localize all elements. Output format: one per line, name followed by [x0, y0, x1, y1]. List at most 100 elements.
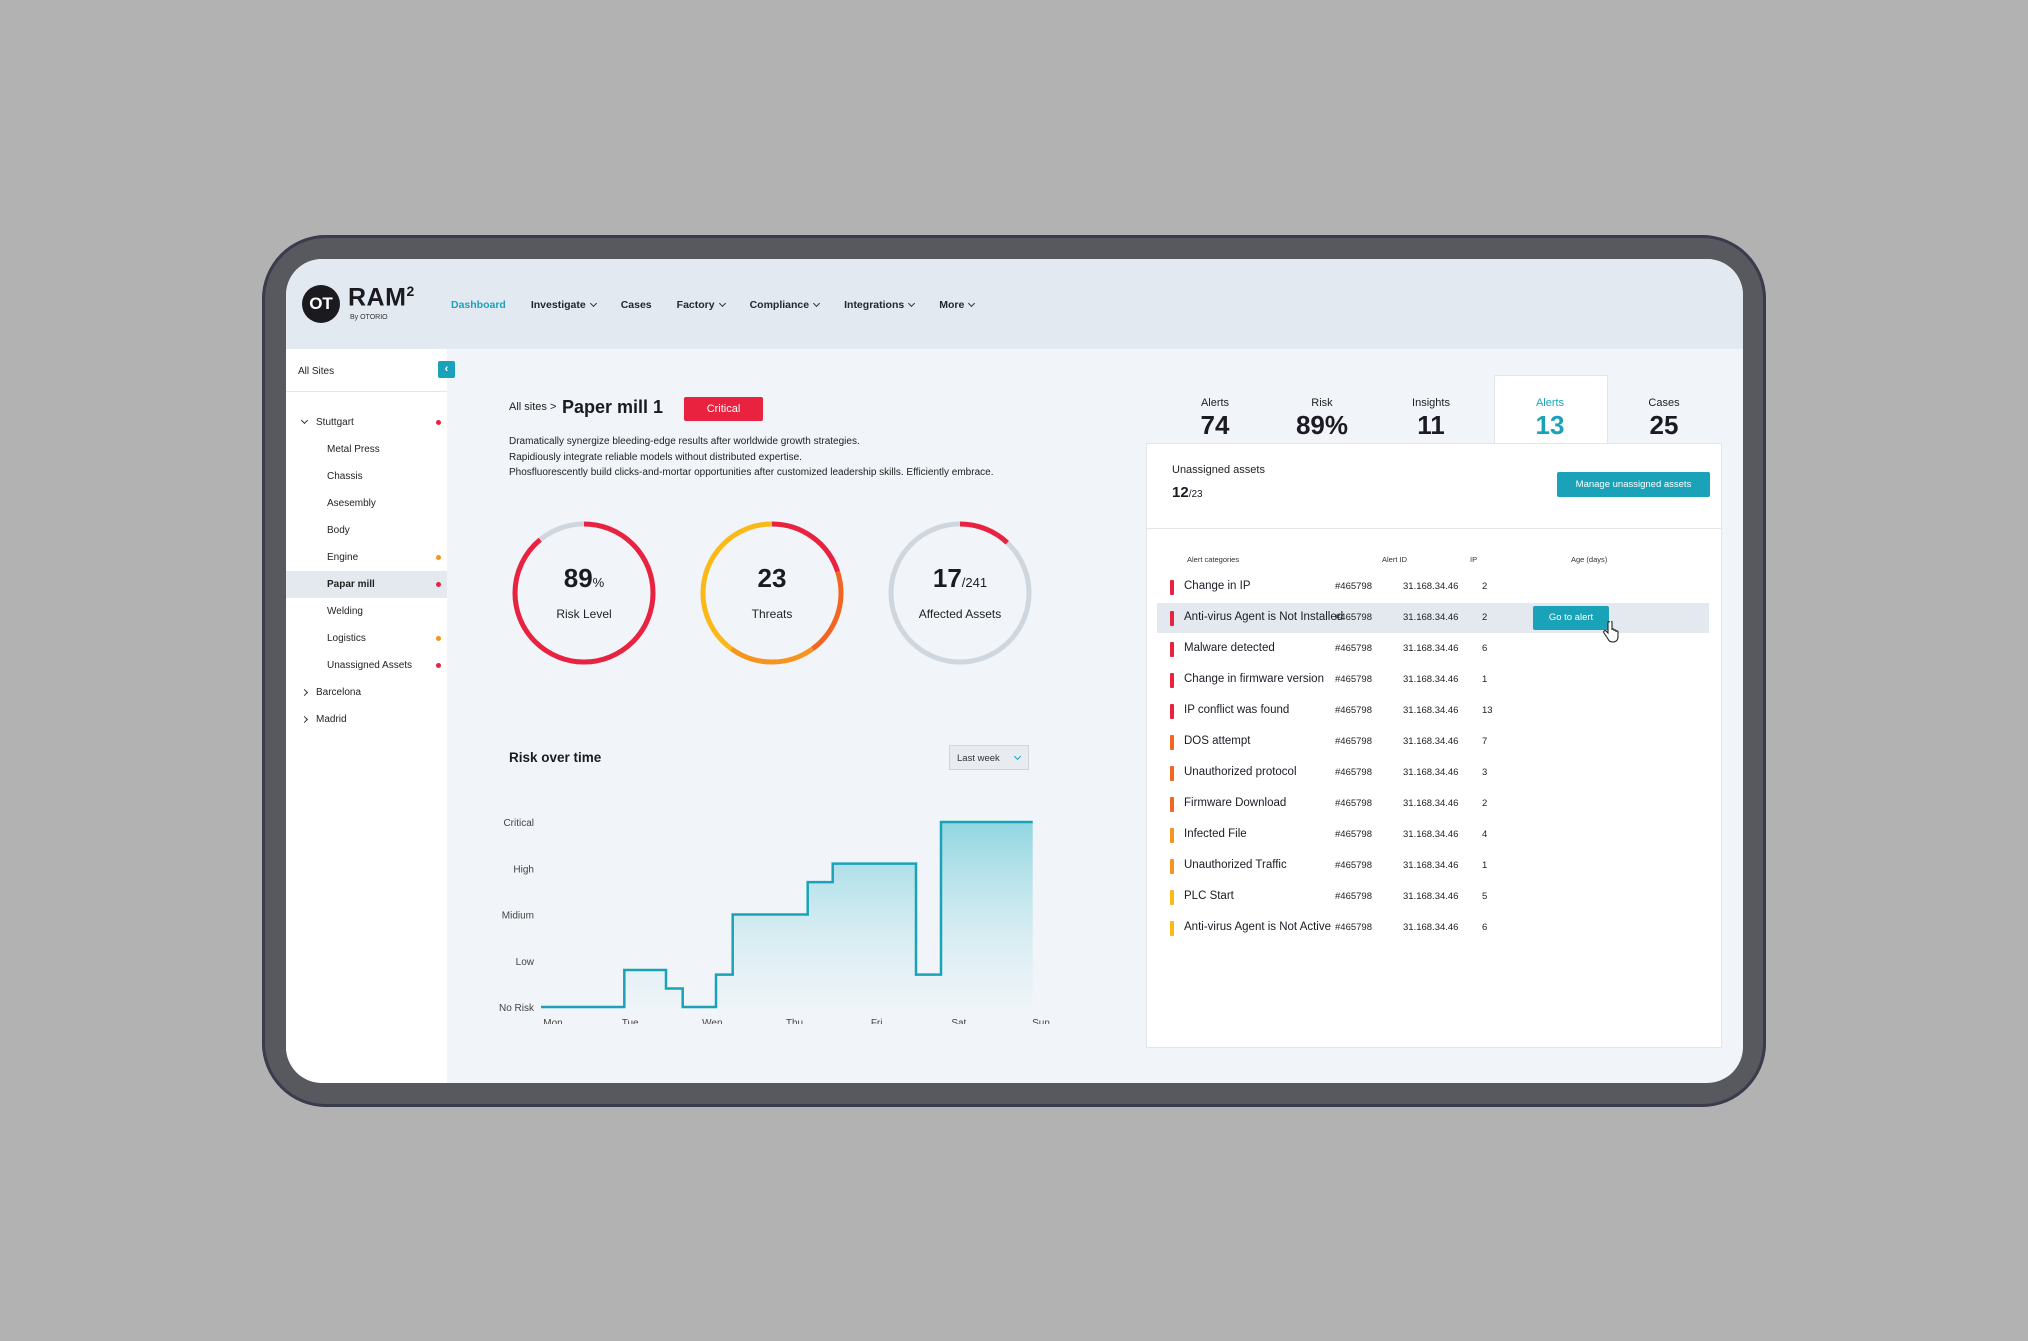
table-row[interactable]: Anti-virus Agent is Not Installed #465798… [1157, 603, 1709, 643]
otorio-logo-icon[interactable]: OT [302, 285, 340, 323]
table-row[interactable]: Firmware Download #465798 31.168.34.46 2 [1157, 789, 1709, 819]
risk-level-gauge[interactable]: 89% Risk Level [509, 518, 659, 668]
manage-unassigned-assets-button[interactable]: Manage unassigned assets [1557, 472, 1710, 497]
description-line: Phosfluorescently build clicks-and-morta… [509, 467, 994, 478]
alert-category: Anti-virus Agent is Not Installed [1184, 611, 1344, 623]
app-screen: OT RAM2 By OTORIO Dashboard Investigate Ca… [286, 259, 1743, 1083]
alert-id: #465798 [1335, 860, 1372, 871]
nav-compliance[interactable]: Compliance [750, 299, 821, 311]
affected-assets-label: Affected Assets [918, 607, 1002, 621]
sidebar-item-asesembly[interactable]: Asesembly [286, 490, 447, 517]
severity-indicator [1170, 611, 1174, 626]
sidebar-item-stuttgart[interactable]: Stuttgart [286, 409, 447, 436]
table-row[interactable]: Infected File #465798 31.168.34.46 4 [1157, 820, 1709, 850]
alert-age: 1 [1482, 674, 1488, 685]
alert-category: Firmware Download [1184, 797, 1287, 809]
sidebar-item-barcelona[interactable]: Barcelona [286, 679, 447, 706]
alert-category: Anti-virus Agent is Not Active [1184, 921, 1332, 933]
y-tick-label: High [513, 864, 534, 875]
table-row[interactable]: IP conflict was found #465798 31.168.34.46… [1157, 696, 1709, 726]
chevron-right-icon[interactable] [300, 715, 309, 724]
sidebar-item-logistics[interactable]: Logistics [286, 625, 447, 652]
alert-age: 7 [1482, 736, 1488, 747]
panel-divider [1147, 528, 1721, 529]
nav-investigate[interactable]: Investigate [531, 299, 597, 311]
sidebar-item-chassis[interactable]: Chassis [286, 463, 447, 490]
affected-assets-gauge[interactable]: 17/241 Affected Assets [885, 518, 1035, 668]
table-row[interactable]: Change in IP #465798 31.168.34.46 2 [1157, 572, 1709, 602]
column-header-ip[interactable]: IP [1470, 555, 1478, 564]
severity-indicator [1170, 797, 1174, 812]
stat-value: 11 [1417, 410, 1445, 440]
nav-dashboard[interactable]: Dashboard [451, 299, 506, 311]
column-header-alert-id[interactable]: Alert ID [1382, 555, 1408, 564]
stat-tab-alerts[interactable]: Alerts 74 [1160, 397, 1270, 441]
y-tick-label: Low [516, 957, 535, 968]
alert-category: DOS attempt [1184, 735, 1251, 747]
alert-id: #465798 [1335, 674, 1372, 685]
site-description: Dramatically synergize bleeding-edge res… [509, 434, 1049, 481]
nav-label: Factory [676, 299, 715, 311]
alert-age: 4 [1482, 829, 1488, 840]
stat-tab-alerts[interactable]: Alerts 13 [1495, 397, 1605, 441]
go-to-alert-button[interactable]: Go to alert [1533, 606, 1609, 630]
alert-id: #465798 [1335, 922, 1372, 933]
sidebar-item-label: Welding [327, 606, 363, 617]
sidebar-item-label: Papar mill [327, 579, 375, 590]
collapse-sidebar-button[interactable]: ‹ [438, 361, 455, 378]
threats-segment [700, 521, 844, 665]
sidebar-item-label: Engine [327, 552, 359, 563]
alerts-panel: Unassigned assets 12/23 Manage unassigne… [1146, 443, 1722, 1048]
table-row[interactable]: PLC Start #465798 31.168.34.46 5 [1157, 882, 1709, 912]
unassigned-assets-label: Unassigned assets [1172, 464, 1265, 476]
alert-ip: 31.168.34.46 [1403, 674, 1459, 685]
sidebar-item-madrid[interactable]: Madrid [286, 706, 447, 733]
chevron-down-icon [718, 299, 726, 308]
table-row[interactable]: Malware detected #465798 31.168.34.46 6 [1157, 634, 1709, 664]
table-row[interactable]: Anti-virus Agent is Not Active #465798 31.… [1157, 913, 1709, 943]
threats-gauge[interactable]: 23 Threats [697, 518, 847, 668]
severity-indicator [1170, 766, 1174, 781]
threats-segment [700, 521, 844, 665]
stat-tab-insights[interactable]: Insights 11 [1376, 397, 1486, 441]
x-tick-label: Sat [951, 1018, 966, 1024]
column-header-age[interactable]: Age (days) [1571, 555, 1608, 564]
nav-cases[interactable]: Cases [621, 299, 652, 311]
nav-integrations[interactable]: Integrations [844, 299, 916, 311]
status-dot-icon [436, 636, 441, 641]
table-row[interactable]: Change in firmware version #465798 31.168.… [1157, 665, 1709, 695]
table-row[interactable]: Unauthorized Traffic #465798 31.168.34.46 1 [1157, 851, 1709, 881]
sidebar-item-label: Madrid [316, 714, 347, 725]
nav-factory[interactable]: Factory [676, 299, 726, 311]
nav-more[interactable]: More [939, 299, 976, 311]
chevron-right-icon[interactable] [300, 688, 309, 697]
stat-tab-cases[interactable]: Cases 25 [1609, 397, 1719, 441]
table-row[interactable]: Unauthorized protocol #465798 31.168.34.46… [1157, 758, 1709, 788]
alert-id: #465798 [1335, 767, 1372, 778]
stat-label: Alerts [1535, 397, 1565, 409]
column-header-category[interactable]: Alert categories [1187, 555, 1240, 564]
page-title: Paper mill 1 [562, 397, 664, 417]
breadcrumb[interactable]: All sites > [509, 401, 557, 413]
severity-indicator [1170, 704, 1174, 719]
stat-tab-risk[interactable]: Risk 89% [1267, 397, 1377, 441]
stat-value: 13 [1535, 410, 1565, 440]
severity-indicator [1170, 890, 1174, 905]
x-tick-label: Fri [871, 1018, 883, 1024]
alert-ip: 31.168.34.46 [1403, 829, 1459, 840]
table-row[interactable]: DOS attempt #465798 31.168.34.46 7 [1157, 727, 1709, 757]
sidebar-item-body[interactable]: Body [286, 517, 447, 544]
risk-over-time-chart[interactable]: No Risk Low Midium High Critical Mon Tue Wen Thu… [496, 784, 1056, 1024]
sidebar-item-metal-press[interactable]: Metal Press [286, 436, 447, 463]
chevron-down-icon[interactable] [300, 416, 309, 425]
sidebar-item-papar-mill[interactable]: Papar mill [286, 571, 447, 598]
sidebar-item-engine[interactable]: Engine [286, 544, 447, 571]
y-tick-label: Critical [503, 818, 534, 829]
sidebar-item-unassigned-assets[interactable]: Unassigned Assets [286, 652, 447, 679]
time-range-select[interactable]: Last week [949, 745, 1029, 770]
status-dot-icon [436, 420, 441, 425]
stat-value: 74 [1200, 410, 1230, 440]
app-byline: By OTORIO [350, 314, 388, 321]
sidebar-item-label: Metal Press [327, 444, 380, 455]
sidebar-item-welding[interactable]: Welding [286, 598, 447, 625]
